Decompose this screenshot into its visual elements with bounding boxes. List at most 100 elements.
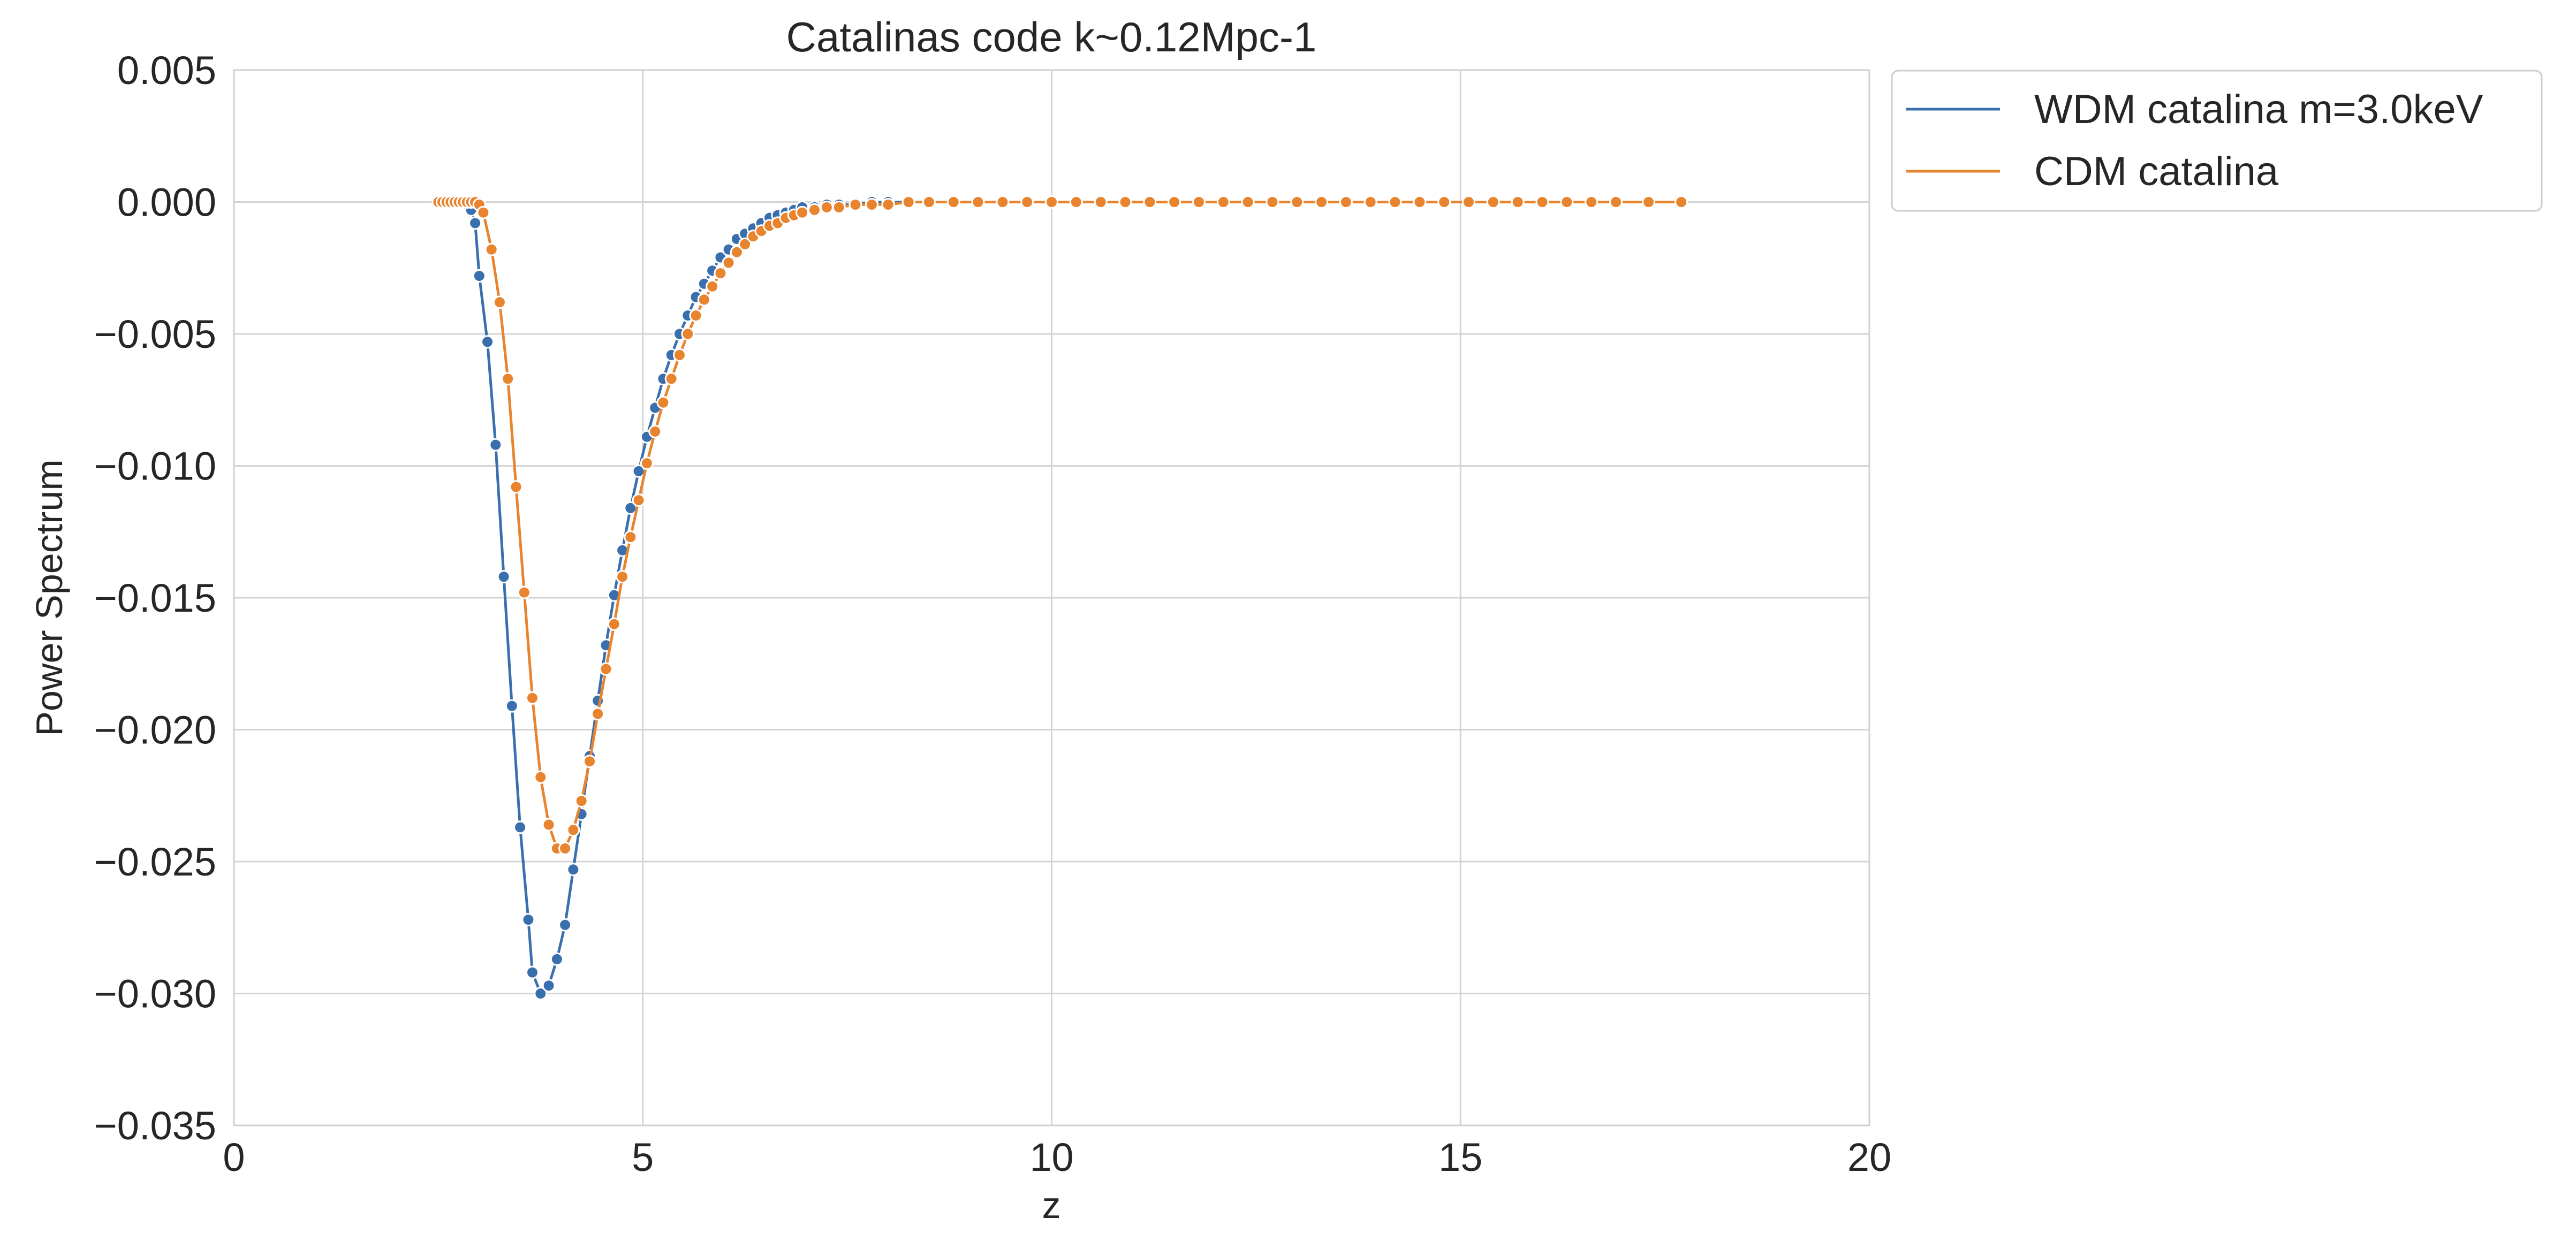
data-point	[505, 699, 519, 713]
data-point	[1143, 195, 1157, 209]
y-tick-label: −0.030	[94, 972, 216, 1016]
y-tick-label: −0.025	[94, 840, 216, 884]
data-point	[881, 197, 895, 211]
data-point	[1560, 195, 1574, 209]
data-point	[664, 372, 678, 386]
data-point	[1535, 195, 1549, 209]
data-point	[574, 794, 588, 808]
data-point	[534, 987, 548, 1000]
y-tick-label: 0.005	[117, 48, 216, 93]
data-point	[730, 245, 744, 259]
data-point	[1216, 195, 1230, 209]
data-point	[1642, 195, 1656, 209]
data-point	[624, 530, 638, 544]
chart-title: Catalinas code k~0.12Mpc-1	[786, 13, 1317, 60]
series-2	[431, 195, 1688, 855]
data-point	[1388, 195, 1402, 209]
data-point	[566, 823, 580, 837]
data-point	[1511, 195, 1525, 209]
data-point	[1118, 195, 1132, 209]
data-point	[1315, 195, 1329, 209]
data-point	[648, 424, 662, 438]
series-layer	[431, 195, 1688, 1000]
data-point	[1675, 195, 1688, 209]
data-point	[1462, 195, 1475, 209]
data-point	[599, 662, 613, 676]
data-point	[583, 755, 596, 768]
data-point	[832, 200, 846, 214]
data-point	[493, 295, 506, 309]
x-axis-label: z	[1042, 1184, 1061, 1226]
data-point	[971, 195, 985, 209]
y-axis-label: Power Spectrum	[28, 459, 70, 736]
x-tick-label: 0	[223, 1135, 245, 1179]
data-point	[566, 863, 580, 877]
data-point	[689, 309, 703, 322]
data-point	[497, 570, 511, 584]
data-point	[616, 570, 630, 584]
legend: WDM catalina m=3.0keV CDM catalina	[1891, 70, 2543, 212]
data-point	[1413, 195, 1427, 209]
data-point	[1363, 195, 1377, 209]
data-point	[1094, 195, 1108, 209]
data-point	[1168, 195, 1181, 209]
data-point	[996, 195, 1010, 209]
data-point	[1339, 195, 1353, 209]
data-point	[484, 242, 498, 256]
data-point	[550, 952, 564, 966]
data-point	[542, 979, 556, 993]
data-point	[632, 493, 646, 507]
x-tick-label: 5	[632, 1135, 654, 1179]
data-point	[922, 195, 936, 209]
legend-label: CDM catalina	[2034, 149, 2279, 194]
data-point	[521, 913, 535, 926]
data-point	[489, 438, 503, 452]
plot-frame	[233, 69, 1870, 1127]
data-point	[513, 820, 527, 834]
data-point	[558, 841, 572, 855]
data-point	[820, 200, 834, 214]
data-point	[1266, 195, 1279, 209]
x-tick-label: 20	[1847, 1135, 1891, 1179]
data-point	[476, 206, 490, 219]
legend-label: WDM catalina m=3.0keV	[2034, 87, 2483, 132]
data-point	[673, 348, 686, 362]
data-point	[534, 770, 548, 784]
data-point	[1609, 195, 1623, 209]
data-point	[526, 965, 539, 979]
data-point	[472, 269, 486, 283]
x-tick-label: 10	[1029, 1135, 1073, 1179]
data-point	[946, 195, 960, 209]
data-point	[738, 237, 752, 251]
data-point	[501, 372, 515, 386]
data-point	[865, 197, 878, 211]
y-tick-label: 0.000	[117, 180, 216, 225]
data-point	[706, 279, 719, 293]
data-point	[558, 918, 572, 932]
data-point	[481, 335, 494, 349]
data-point	[901, 195, 915, 209]
data-point	[697, 293, 711, 307]
x-axis: 0 5 10 15 20	[223, 1135, 1891, 1179]
data-point	[795, 206, 809, 219]
data-point	[1437, 195, 1451, 209]
x-tick-label: 15	[1438, 1135, 1482, 1179]
data-point	[714, 267, 728, 280]
y-tick-label: −0.035	[94, 1103, 216, 1148]
data-point	[1486, 195, 1500, 209]
data-point	[1045, 195, 1058, 209]
data-point	[1290, 195, 1304, 209]
data-point	[468, 216, 482, 230]
data-point	[591, 707, 605, 721]
legend-frame	[1891, 70, 2543, 212]
data-point	[526, 691, 539, 705]
y-tick-label: −0.005	[94, 312, 216, 356]
data-point	[517, 585, 531, 599]
data-point	[1069, 195, 1083, 209]
data-point	[640, 456, 654, 470]
data-point	[1585, 195, 1598, 209]
data-point	[1192, 195, 1206, 209]
data-point	[1241, 195, 1255, 209]
y-tick-label: −0.010	[94, 444, 216, 489]
